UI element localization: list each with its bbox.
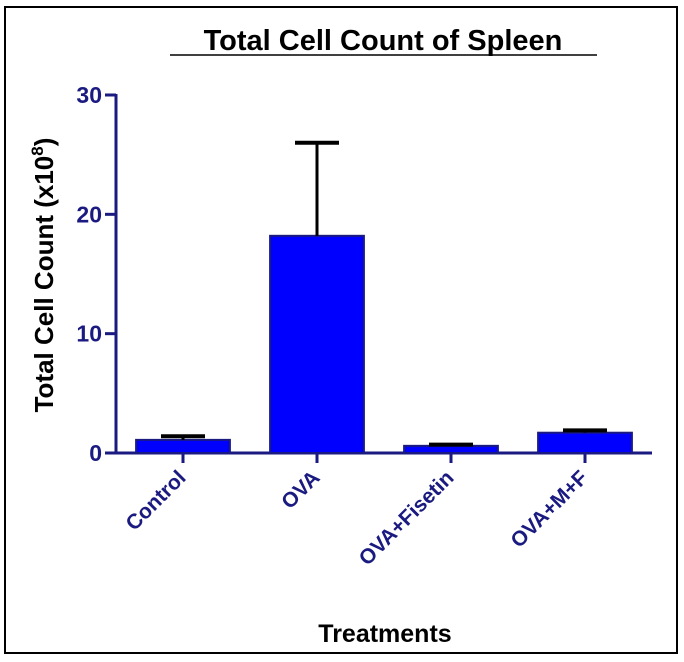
- error-bars: [161, 140, 607, 447]
- x-category-labels: Control OVA OVA+Fisetin OVA+M+F: [121, 453, 593, 570]
- bar: [537, 431, 633, 455]
- chart-title: Total Cell Count of Spleen: [204, 25, 563, 57]
- axes: [114, 94, 652, 455]
- chart-frame: [4, 6, 678, 654]
- x-category-label: OVA+Fisetin: [355, 466, 459, 570]
- bar: [269, 234, 365, 454]
- y-ticks: 0 10 20 30: [76, 82, 116, 466]
- bar: [135, 438, 231, 454]
- bars: [135, 234, 633, 455]
- bar: [403, 444, 499, 454]
- x-category-label: Control: [121, 466, 190, 535]
- y-axis-label-exponent: 8: [28, 146, 47, 155]
- x-category-label: OVA+M+F: [506, 466, 592, 552]
- y-axis-label-main: Total Cell Count (x10: [29, 156, 59, 413]
- y-axis-label-close: ): [29, 138, 59, 147]
- y-axis-label: Total Cell Count (x108): [28, 138, 59, 413]
- x-axis-label: Treatments: [318, 620, 451, 648]
- y-tick-label: 30: [76, 82, 102, 108]
- x-category-label: OVA: [277, 466, 324, 513]
- y-tick-label: 10: [76, 321, 102, 347]
- y-tick-label: 20: [76, 201, 102, 227]
- y-tick-label: 0: [89, 440, 102, 466]
